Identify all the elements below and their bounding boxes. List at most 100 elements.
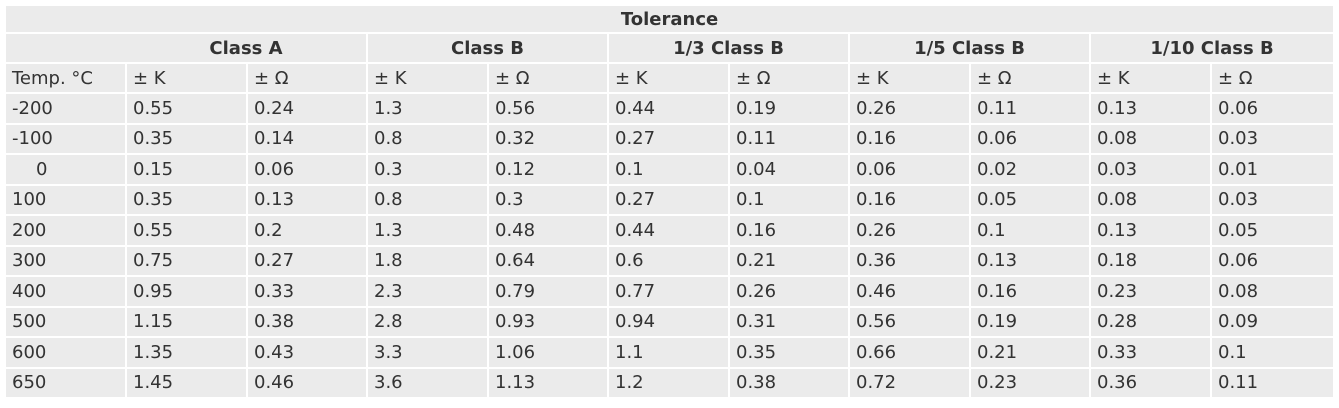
tolerance-table-container: Tolerance Class A Class B 1/3 Class B 1/…	[6, 6, 1334, 399]
tolerance-cell: 0.6	[609, 246, 730, 277]
tolerance-cell: 0.21	[730, 246, 850, 277]
tolerance-table: Tolerance Class A Class B 1/3 Class B 1/…	[6, 6, 1334, 399]
tolerance-cell: 0.36	[1091, 368, 1212, 399]
tolerance-cell: 0.06	[1212, 94, 1334, 125]
tolerance-cell: 0.33	[1091, 338, 1212, 369]
tolerance-cell: 0.1	[730, 185, 850, 216]
tolerance-cell: 0.32	[489, 124, 609, 155]
tolerance-cell: 1.35	[127, 338, 248, 369]
tolerance-cell: 0.94	[609, 307, 730, 338]
tolerance-cell: 0.95	[127, 277, 248, 308]
tolerance-cell: 0.19	[730, 94, 850, 125]
tolerance-cell: 1.8	[368, 246, 489, 277]
tolerance-cell: 0.72	[850, 368, 971, 399]
tolerance-cell: 0.33	[248, 277, 368, 308]
third-class-b-k-header: ± K	[609, 64, 730, 94]
tolerance-cell: 0.05	[971, 185, 1091, 216]
class-header-class-b: Class B	[368, 34, 609, 64]
tolerance-cell: 0.79	[489, 277, 609, 308]
tolerance-cell: 0.31	[730, 307, 850, 338]
tolerance-cell: 0.09	[1212, 307, 1334, 338]
tolerance-cell: 0.14	[248, 124, 368, 155]
tolerance-cell: 0.27	[248, 246, 368, 277]
fifth-class-b-ohm-header: ± Ω	[971, 64, 1091, 94]
temperature-cell: 300	[6, 246, 127, 277]
tolerance-cell: 0.35	[127, 185, 248, 216]
tolerance-cell: 0.3	[368, 155, 489, 186]
tenth-class-b-k-header: ± K	[1091, 64, 1212, 94]
tolerance-cell: 0.66	[850, 338, 971, 369]
third-class-b-ohm-header: ± Ω	[730, 64, 850, 94]
tenth-class-b-ohm-header: ± Ω	[1212, 64, 1334, 94]
tolerance-cell: 0.3	[489, 185, 609, 216]
tolerance-cell: 0.55	[127, 216, 248, 247]
tolerance-cell: 0.18	[1091, 246, 1212, 277]
tolerance-cell: 0.93	[489, 307, 609, 338]
tolerance-cell: 0.8	[368, 124, 489, 155]
table-row: 0 0.15 0.06 0.3 0.12 0.1 0.04 0.06 0.02 0.03 0.01	[6, 155, 1334, 186]
class-b-k-header: ± K	[368, 64, 489, 94]
tolerance-cell: 0.15	[127, 155, 248, 186]
tolerance-cell: 0.16	[971, 277, 1091, 308]
class-a-ohm-header: ± Ω	[248, 64, 368, 94]
tolerance-cell: 0.26	[730, 277, 850, 308]
tolerance-cell: 0.48	[489, 216, 609, 247]
tolerance-cell: 0.02	[971, 155, 1091, 186]
table-row: 650 1.45 0.46 3.6 1.13 1.2 0.38 0.72 0.23 0.36 0.1…	[6, 368, 1334, 399]
tolerance-cell: 0.16	[730, 216, 850, 247]
tolerance-cell: 1.06	[489, 338, 609, 369]
tolerance-cell: 0.23	[971, 368, 1091, 399]
tolerance-cell: 0.27	[609, 124, 730, 155]
class-b-ohm-header: ± Ω	[489, 64, 609, 94]
table-row: 200 0.55 0.2 1.3 0.48 0.44 0.16 0.26 0.1 0.13 0.05	[6, 216, 1334, 247]
tolerance-cell: 3.3	[368, 338, 489, 369]
table-row: -100 0.35 0.14 0.8 0.32 0.27 0.11 0.16 0.06 0.08 0…	[6, 124, 1334, 155]
tolerance-cell: 0.35	[127, 124, 248, 155]
temperature-cell: 500	[6, 307, 127, 338]
tolerance-cell: 0.11	[971, 94, 1091, 125]
tolerance-cell: 1.1	[609, 338, 730, 369]
tolerance-cell: 0.1	[971, 216, 1091, 247]
tolerance-cell: 0.16	[850, 124, 971, 155]
tolerance-cell: 0.03	[1212, 185, 1334, 216]
tolerance-cell: 0.13	[248, 185, 368, 216]
tolerance-cell: 0.1	[609, 155, 730, 186]
table-body: -200 0.55 0.24 1.3 0.56 0.44 0.19 0.26 0.11 0.13 0…	[6, 94, 1334, 399]
temperature-cell: 600	[6, 338, 127, 369]
tolerance-cell: 0.36	[850, 246, 971, 277]
tolerance-cell: 0.08	[1091, 124, 1212, 155]
tolerance-cell: 0.11	[730, 124, 850, 155]
tolerance-cell: 0.56	[850, 307, 971, 338]
tolerance-cell: 0.26	[850, 216, 971, 247]
tolerance-cell: 0.13	[971, 246, 1091, 277]
tolerance-cell: 0.12	[489, 155, 609, 186]
tolerance-cell: 2.8	[368, 307, 489, 338]
tolerance-cell: 0.24	[248, 94, 368, 125]
tolerance-cell: 0.2	[248, 216, 368, 247]
tolerance-cell: 0.77	[609, 277, 730, 308]
tolerance-cell: 0.44	[609, 216, 730, 247]
tolerance-cell: 0.19	[971, 307, 1091, 338]
temperature-cell: 200	[6, 216, 127, 247]
temperature-cell: -100	[6, 124, 127, 155]
temperature-cell: 400	[6, 277, 127, 308]
temperature-cell: 100	[6, 185, 127, 216]
tolerance-cell: 0.03	[1212, 124, 1334, 155]
table-row: 300 0.75 0.27 1.8 0.64 0.6 0.21 0.36 0.13 0.18 0.0…	[6, 246, 1334, 277]
table-row: -200 0.55 0.24 1.3 0.56 0.44 0.19 0.26 0.11 0.13 0…	[6, 94, 1334, 125]
tolerance-cell: 0.27	[609, 185, 730, 216]
tolerance-cell: 0.08	[1212, 277, 1334, 308]
tolerance-cell: 0.38	[248, 307, 368, 338]
temperature-cell: 0	[6, 155, 127, 186]
tolerance-cell: 0.56	[489, 94, 609, 125]
tolerance-cell: 0.28	[1091, 307, 1212, 338]
tolerance-cell: 0.13	[1091, 216, 1212, 247]
tolerance-cell: 1.45	[127, 368, 248, 399]
temperature-cell: -200	[6, 94, 127, 125]
tolerance-cell: 0.06	[1212, 246, 1334, 277]
tolerance-cell: 0.21	[971, 338, 1091, 369]
tolerance-cell: 3.6	[368, 368, 489, 399]
tolerance-cell: 0.64	[489, 246, 609, 277]
tolerance-cell: 0.03	[1091, 155, 1212, 186]
tolerance-cell: 0.16	[850, 185, 971, 216]
